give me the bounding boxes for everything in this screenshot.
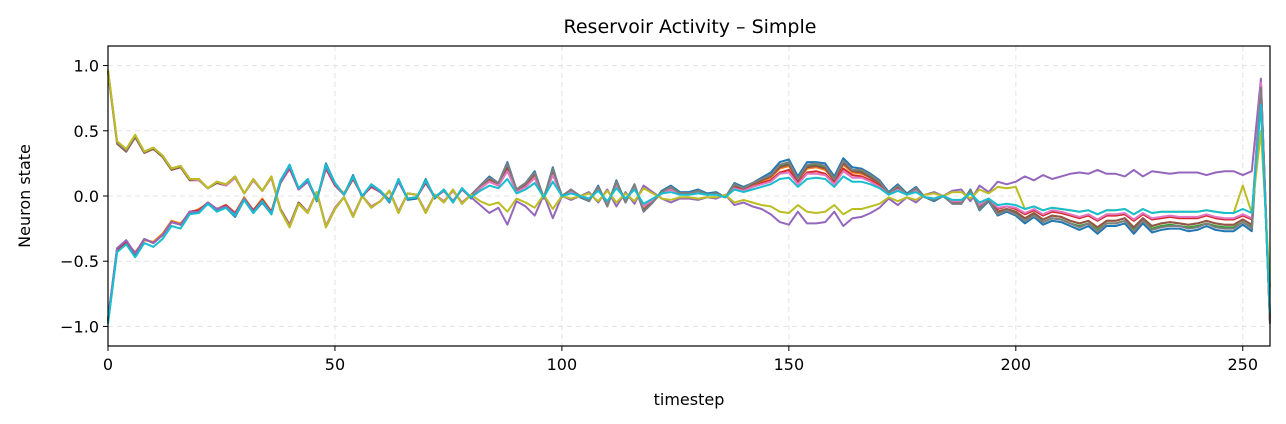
- y-tick-label: −0.5: [60, 252, 99, 271]
- y-tick-label: 1.0: [74, 57, 99, 76]
- neuron-series-line-2: [107, 84, 1271, 323]
- y-axis: 1.0 0.5 0.0 −0.5 −1.0: [60, 57, 108, 336]
- x-tick-label: 150: [774, 355, 805, 374]
- x-tick-label: 200: [1001, 355, 1032, 374]
- x-tick-label: 100: [547, 355, 578, 374]
- y-tick-label: −1.0: [60, 317, 99, 336]
- x-tick-label: 0: [103, 355, 113, 374]
- y-tick-label: 0.5: [74, 122, 99, 141]
- chart-title: Reservoir Activity – Simple: [564, 16, 817, 38]
- y-tick-label: 0.0: [74, 187, 99, 206]
- neuron-series-line-3: [107, 88, 1271, 322]
- plot-area: [107, 69, 1271, 324]
- y-axis-title: Neuron state: [15, 144, 34, 248]
- x-axis: 0 50 100 150 200 250: [103, 346, 1258, 374]
- x-tick-label: 50: [325, 355, 345, 374]
- grid-lines: [107, 46, 1270, 346]
- x-tick-label: 250: [1227, 355, 1258, 374]
- neuron-series-line-5: [107, 77, 1271, 324]
- neuron-series-line-10: [107, 103, 1271, 324]
- neuron-series-line-1: [107, 90, 1271, 323]
- x-axis-title: timestep: [654, 390, 725, 409]
- neuron-series-line-4: [107, 80, 1271, 321]
